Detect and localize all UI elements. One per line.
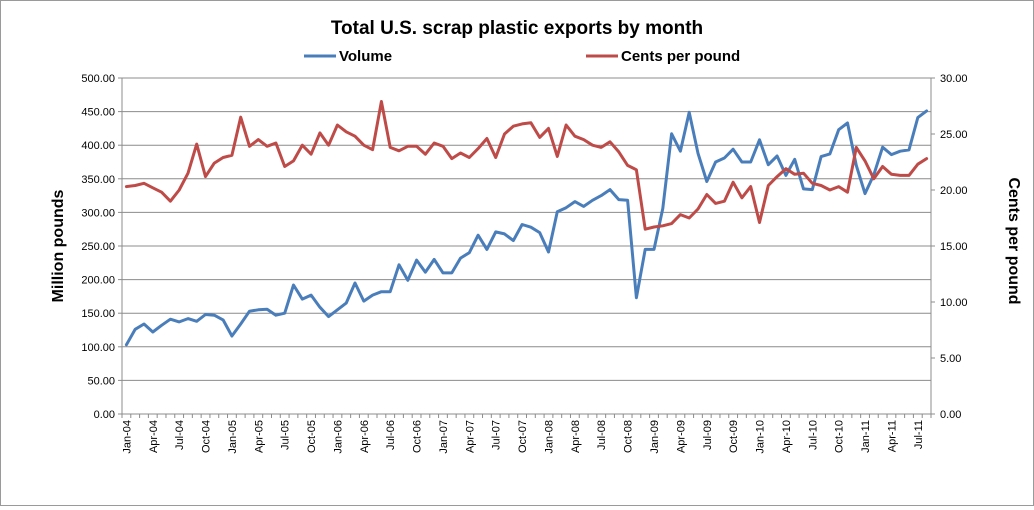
x-tick-label: Apr-05 [253, 420, 265, 453]
x-tick-label: Jul-10 [807, 420, 819, 450]
y2-tick-label: 5.00 [940, 353, 961, 365]
series-line-volume [124, 109, 929, 347]
x-tick-label: Jul-09 [702, 420, 714, 450]
y2-tick-label: 25.00 [940, 129, 968, 141]
y-tick-label: 400.00 [81, 140, 115, 152]
y-tick-label: 50.00 [87, 375, 115, 387]
x-tick-label: Apr-10 [781, 420, 793, 453]
y-axis-title: Million pounds [50, 189, 67, 302]
y2-axis-title: Cents per pound [1005, 177, 1022, 304]
x-tick-label: Jan-04 [121, 420, 133, 454]
chart-title: Total U.S. scrap plastic exports by mont… [331, 18, 703, 39]
y2-tick-label: 30.00 [940, 73, 968, 85]
y-tick-label: 300.00 [81, 207, 115, 219]
y-tick-label: 350.00 [81, 174, 115, 186]
axes: 0.00 50.00 100.00 150.00 200.00 250.00 300.00 3… [81, 73, 967, 454]
x-tick-label: Jul-05 [280, 420, 292, 450]
y2-tick-label: 15.00 [940, 241, 968, 253]
y-tick-label: 200.00 [81, 275, 115, 287]
y-tick-label: 150.00 [81, 308, 115, 320]
x-tick-label: Oct-08 [623, 420, 635, 453]
x-tick-label: Jul-04 [174, 420, 186, 450]
x-tick-label: Oct-07 [517, 420, 529, 453]
x-tick-label: Oct-09 [728, 420, 740, 453]
x-tick-label: Jul-08 [596, 420, 608, 450]
y-tick-label: 500.00 [81, 73, 115, 85]
x-tick-label: Jan-05 [227, 420, 239, 454]
x-tick-label: Apr-09 [675, 420, 687, 453]
x-tick-label: Oct-05 [306, 420, 318, 453]
y-tick-label: 0.00 [94, 409, 115, 421]
x-tick-label: Jul-06 [385, 420, 397, 450]
x-tick-label: Jan-09 [649, 420, 661, 454]
legend-label-cents: Cents per pound [621, 48, 740, 65]
y2-tick-label: 20.00 [940, 185, 968, 197]
x-tick-label: Oct-06 [412, 420, 424, 453]
x-tick-label: Jan-08 [543, 420, 555, 454]
x-tick-label: Jan-07 [438, 420, 450, 454]
y2-tick-label: 10.00 [940, 297, 968, 309]
x-tick-label: Jan-10 [755, 420, 767, 454]
x-tick-label: Apr-04 [148, 420, 160, 453]
series-line-cents-per-pound [124, 100, 929, 231]
y-tick-label: 100.00 [81, 342, 115, 354]
y2-tick-label: 0.00 [940, 409, 961, 421]
x-tick-label: Apr-08 [570, 420, 582, 453]
x-tick-label: Jul-11 [913, 420, 925, 449]
x-tick-label: Oct-04 [201, 420, 213, 453]
y-tick-label: 450.00 [81, 107, 115, 119]
x-tick-label: Apr-07 [464, 420, 476, 453]
legend-label-volume: Volume [339, 48, 392, 65]
legend: Volume Cents per pound [304, 48, 740, 65]
x-tick-label: Jul-07 [491, 420, 503, 450]
x-tick-label: Oct-10 [834, 420, 846, 453]
x-tick-label: Apr-11 [886, 420, 898, 452]
x-tick-label: Jan-06 [332, 420, 344, 454]
y-tick-label: 250.00 [81, 241, 115, 253]
series-lines [124, 100, 929, 347]
x-tick-label: Apr-06 [359, 420, 371, 453]
x-tick-label: Jan-11 [860, 420, 872, 453]
